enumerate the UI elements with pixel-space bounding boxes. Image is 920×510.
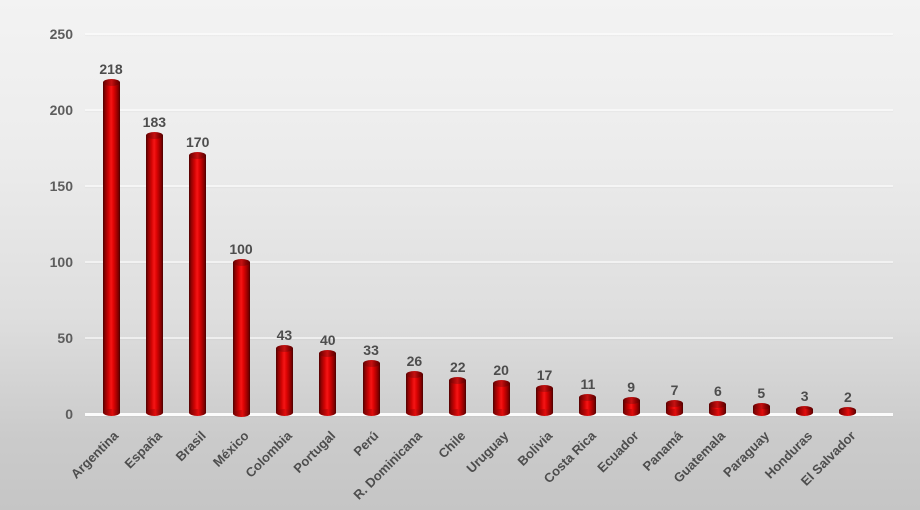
bar-value-label: 22 <box>450 359 466 376</box>
bar <box>232 258 250 417</box>
gridline <box>85 260 893 263</box>
bar-value-label: 183 <box>142 114 167 131</box>
bar <box>752 403 770 416</box>
x-axis-category-label: Uruguay <box>463 428 512 476</box>
bar <box>405 371 423 416</box>
bar <box>796 406 814 416</box>
x-axis-category-label: Argentina <box>68 428 122 482</box>
bar-value-label: 218 <box>99 61 123 78</box>
gridline <box>85 32 893 35</box>
bar <box>839 407 857 417</box>
bar <box>666 399 684 417</box>
bar <box>709 401 727 417</box>
y-axis-tick-label: 200 <box>49 101 73 118</box>
bar-value-label: 3 <box>800 387 809 404</box>
x-axis-category-label: Bolivia <box>514 428 556 469</box>
gridline <box>85 184 893 187</box>
gridline <box>85 336 893 339</box>
x-axis-category-label: Brasil <box>172 428 209 465</box>
bar-value-label: 43 <box>276 327 293 344</box>
bar <box>622 396 640 417</box>
x-axis-category-label: Ecuador <box>594 428 642 476</box>
bar <box>102 79 120 417</box>
x-axis-baseline <box>85 412 893 416</box>
bar <box>275 345 293 417</box>
bar-value-label: 9 <box>627 378 636 395</box>
bar <box>579 393 597 417</box>
bar-value-label: 5 <box>757 384 766 401</box>
gridline <box>85 108 893 111</box>
x-axis-category-label: Colombia <box>242 428 296 481</box>
bar-value-label: 6 <box>713 383 722 400</box>
bar-value-label: 40 <box>319 331 336 348</box>
x-axis-category-label: México <box>209 428 252 470</box>
y-axis-tick-label: 150 <box>49 177 73 194</box>
bar <box>492 380 510 417</box>
y-axis-tick-label: 0 <box>65 405 73 422</box>
bar <box>362 360 380 417</box>
bar-value-label: 17 <box>536 366 553 383</box>
y-axis-tick-label: 250 <box>49 25 73 42</box>
bar-value-label: 20 <box>493 362 509 379</box>
x-axis-category-label: Perú <box>350 428 382 460</box>
bar <box>189 152 207 417</box>
y-axis-tick-label: 100 <box>49 253 73 270</box>
bar <box>449 377 467 417</box>
x-axis-category-label: Chile <box>435 428 469 462</box>
bar-value-label: 33 <box>363 342 379 359</box>
bar-value-label: 26 <box>406 352 423 369</box>
x-axis-category-label: España <box>121 428 165 472</box>
bar <box>536 384 553 417</box>
bar-value-label: 170 <box>186 134 210 151</box>
bar <box>145 132 163 417</box>
bar-value-label: 2 <box>844 389 852 406</box>
bar-value-label: 11 <box>580 375 596 392</box>
bar-value-label: 100 <box>229 240 253 257</box>
x-axis-category-label: Portugal <box>290 428 339 476</box>
bar <box>319 349 337 417</box>
bar-value-label: 7 <box>670 381 679 398</box>
y-axis-tick-label: 50 <box>57 329 73 346</box>
